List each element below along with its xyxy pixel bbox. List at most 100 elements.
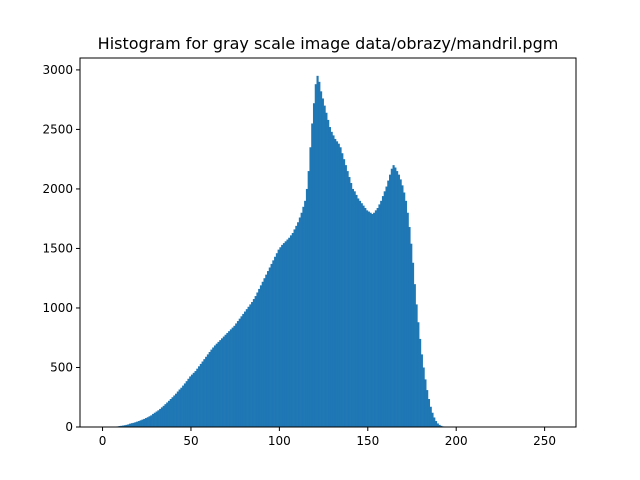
histogram-bar bbox=[431, 412, 434, 427]
histogram-bar bbox=[286, 239, 289, 427]
histogram-bar bbox=[268, 267, 271, 427]
histogram-bar bbox=[411, 262, 415, 427]
histogram-bar bbox=[185, 381, 188, 427]
histogram-bar bbox=[178, 389, 181, 427]
x-tick-label: 50 bbox=[183, 434, 198, 448]
histogram-bar bbox=[289, 235, 293, 427]
histogram-bar bbox=[364, 207, 367, 427]
histogram-bar bbox=[332, 135, 335, 427]
histogram-bar bbox=[396, 171, 399, 427]
histogram-bar bbox=[199, 363, 202, 427]
histogram-bar bbox=[438, 424, 441, 427]
histogram-bar bbox=[189, 376, 192, 427]
histogram-bar bbox=[380, 200, 383, 427]
histogram-bar bbox=[152, 413, 155, 427]
histogram-bar bbox=[261, 281, 264, 427]
histogram-bar bbox=[194, 371, 197, 427]
histogram-bar bbox=[222, 336, 225, 427]
histogram-bar bbox=[244, 311, 247, 427]
histogram-bar bbox=[406, 212, 409, 427]
histogram-bar bbox=[210, 349, 213, 427]
histogram-bar bbox=[164, 404, 167, 427]
histogram-bar bbox=[150, 415, 153, 427]
histogram-bar bbox=[374, 210, 377, 427]
histogram-bar bbox=[323, 105, 326, 428]
histogram-bar bbox=[353, 191, 356, 427]
histogram-bar bbox=[208, 352, 211, 427]
histogram-bar bbox=[254, 296, 257, 427]
histogram-bar bbox=[132, 422, 135, 427]
histogram-bar bbox=[146, 417, 149, 427]
histogram-bar bbox=[274, 256, 277, 427]
histogram-bar bbox=[245, 309, 248, 427]
histogram-bar bbox=[281, 244, 284, 427]
histogram-bar bbox=[212, 347, 215, 427]
histogram-bar bbox=[279, 247, 282, 427]
histogram-bar bbox=[153, 412, 156, 427]
histogram-bar bbox=[325, 112, 328, 427]
histogram-bar bbox=[205, 356, 208, 427]
histogram-bar bbox=[305, 188, 309, 427]
histogram-bar bbox=[373, 212, 376, 427]
histogram-bar bbox=[213, 345, 217, 427]
histogram-bar bbox=[392, 165, 395, 427]
histogram-bar bbox=[282, 243, 286, 427]
histogram-bar bbox=[427, 399, 431, 427]
histogram-bar bbox=[190, 374, 194, 427]
histogram-bar bbox=[307, 171, 310, 427]
histogram-bar bbox=[130, 423, 133, 427]
histogram-bar bbox=[314, 84, 317, 427]
histogram-bar bbox=[284, 241, 287, 427]
histogram-bar bbox=[371, 213, 374, 427]
histogram-bar bbox=[157, 410, 160, 427]
histogram-bar bbox=[385, 186, 388, 427]
histogram-bar bbox=[217, 341, 220, 427]
histogram-bar bbox=[403, 192, 406, 427]
histogram-bar bbox=[229, 329, 232, 427]
histogram-bar bbox=[335, 141, 339, 427]
histogram-bar bbox=[339, 147, 342, 427]
histogram-bar bbox=[201, 361, 204, 427]
histogram-bar bbox=[228, 331, 231, 427]
histogram-bar bbox=[183, 383, 187, 427]
histogram-bar bbox=[355, 194, 358, 427]
histogram-bar bbox=[155, 411, 158, 427]
histogram-bar bbox=[136, 421, 139, 427]
histogram-bar bbox=[357, 198, 360, 427]
histogram-bar bbox=[330, 131, 333, 428]
histogram-bar bbox=[401, 185, 404, 427]
histogram-bar bbox=[252, 299, 255, 427]
histogram-bar bbox=[429, 406, 432, 427]
x-tick-label: 200 bbox=[445, 434, 468, 448]
histogram-bar bbox=[219, 340, 222, 427]
histogram-bar bbox=[369, 212, 372, 427]
histogram-bar bbox=[383, 191, 386, 427]
histogram-bar bbox=[120, 425, 123, 427]
histogram-bar bbox=[159, 408, 162, 427]
histogram-bar bbox=[389, 174, 392, 427]
histogram-bar bbox=[420, 354, 423, 427]
histogram-bar bbox=[270, 263, 273, 427]
histogram-bar bbox=[436, 423, 439, 427]
histogram-bar bbox=[143, 418, 146, 427]
histogram-bar bbox=[298, 217, 301, 427]
histogram-bar bbox=[295, 225, 298, 427]
histogram-bar bbox=[434, 421, 438, 427]
histogram-bar bbox=[196, 368, 199, 427]
histogram-bar bbox=[302, 206, 305, 427]
histogram-bar bbox=[413, 284, 416, 427]
histogram-bar bbox=[350, 182, 353, 427]
histogram-bar bbox=[275, 253, 278, 427]
histogram-bar bbox=[397, 174, 400, 427]
histogram-bar bbox=[288, 237, 291, 427]
histogram-bar bbox=[266, 271, 270, 427]
histogram-bar bbox=[238, 318, 241, 427]
histogram-bar bbox=[300, 212, 303, 427]
histogram-bar bbox=[187, 378, 190, 427]
histogram-bar bbox=[433, 417, 436, 427]
histogram-bar bbox=[410, 243, 413, 427]
histogram-bar bbox=[233, 325, 236, 427]
histogram-bar bbox=[265, 274, 268, 427]
x-tick-label: 250 bbox=[533, 434, 556, 448]
histogram-bar bbox=[215, 343, 218, 427]
